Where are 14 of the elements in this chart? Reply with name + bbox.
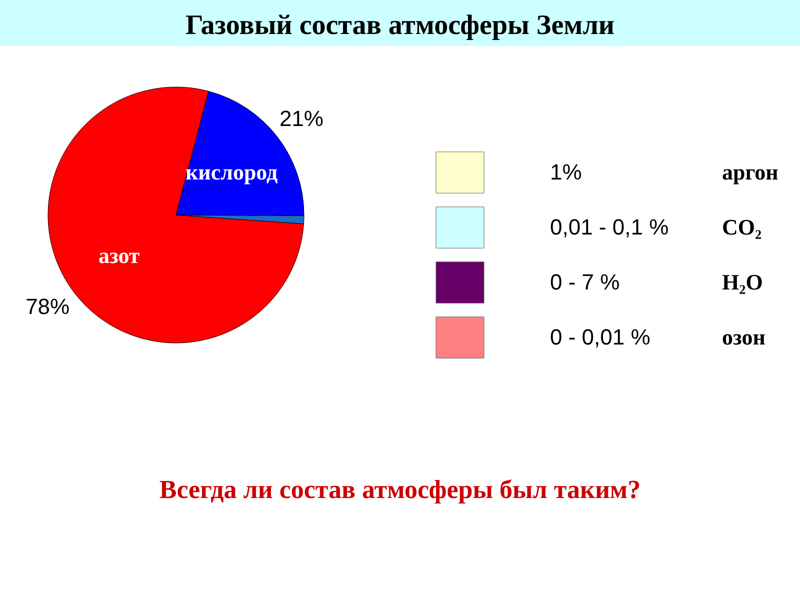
category-label: аргон bbox=[722, 160, 779, 184]
data-label: 21% bbox=[279, 106, 324, 131]
category-label: CO₂ bbox=[722, 214, 762, 240]
slice-label: кислород bbox=[185, 159, 278, 184]
text: 0 - 0,01 % bbox=[550, 324, 650, 350]
text: Всегда ли состав атмосферы был таким? bbox=[158, 475, 642, 505]
text: Газовый состав атмосферы Земли bbox=[0, 0, 800, 46]
category-label: озон bbox=[722, 324, 766, 350]
data-label: 78% bbox=[26, 294, 70, 320]
text: 0,01 - 0,1 % bbox=[550, 214, 669, 240]
text: 0 - 7 % bbox=[550, 270, 620, 294]
text: 1% bbox=[550, 160, 582, 184]
slice-label: азот bbox=[98, 242, 140, 268]
category-label: H₂O bbox=[722, 270, 763, 294]
